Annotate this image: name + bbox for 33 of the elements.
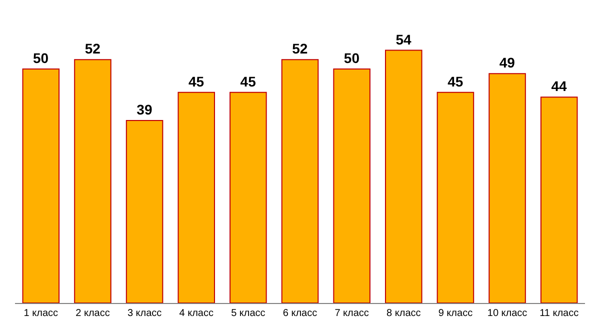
data-label: 54	[396, 31, 412, 48]
data-label: 52	[84, 40, 101, 57]
data-label: 45	[240, 73, 256, 90]
bar	[385, 50, 422, 303]
bar	[230, 92, 267, 303]
x-tick-label: 9 класс	[438, 308, 473, 319]
data-label: 39	[136, 101, 152, 118]
data-label: 45	[448, 73, 464, 90]
bar	[281, 59, 319, 303]
x-tick-label: 6 класс	[282, 308, 318, 319]
x-tick-label: 5 класс	[231, 308, 266, 319]
data-label: 45	[188, 73, 204, 90]
x-tick-label: 2 класс	[76, 308, 110, 319]
bar	[436, 92, 474, 303]
bar	[126, 120, 164, 303]
data-label: 50	[344, 50, 360, 66]
x-tick-label: 8 класс	[386, 308, 421, 319]
data-label: 44	[551, 78, 567, 94]
data-label: 52	[292, 40, 308, 57]
bar	[488, 73, 526, 303]
x-tick-label: 11 класс	[540, 308, 579, 319]
bar	[333, 68, 370, 303]
bar	[22, 68, 60, 303]
data-label: 49	[499, 54, 516, 71]
x-tick-label: 7 класс	[334, 308, 369, 319]
x-tick-label: 10 класс	[487, 308, 528, 319]
x-tick-label: 1 класс	[24, 308, 58, 319]
data-label: 50	[33, 50, 49, 66]
x-tick-label: 3 класс	[127, 308, 162, 319]
bar	[178, 92, 215, 303]
bar	[74, 59, 112, 303]
x-tick-label: 4 класс	[179, 308, 214, 319]
bar	[540, 96, 578, 303]
